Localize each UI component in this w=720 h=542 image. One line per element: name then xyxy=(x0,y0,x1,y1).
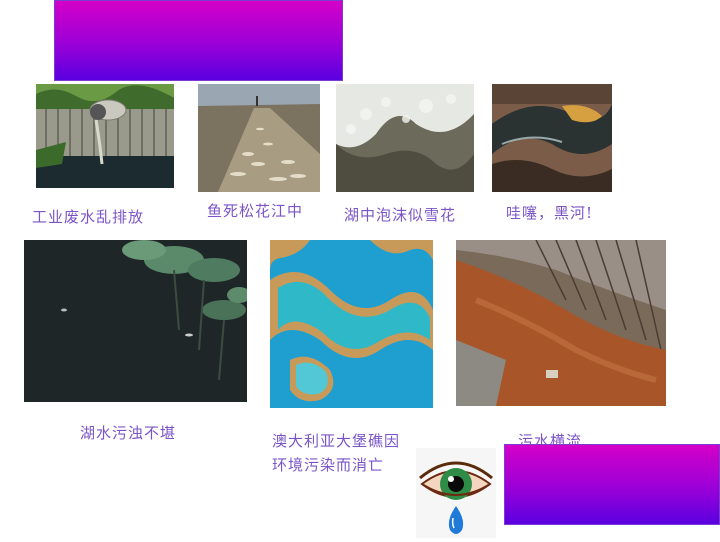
caption-lake-foam: 湖中泡沫似雪花 xyxy=(344,206,457,224)
overlay-purple-box xyxy=(504,444,720,525)
title-banner xyxy=(54,0,343,81)
photo-great-barrier-reef xyxy=(270,240,433,408)
caption-black-river: 哇噻，黑河! xyxy=(506,204,594,222)
photo-lake-foam xyxy=(336,84,474,192)
crying-eye-icon xyxy=(416,448,496,538)
caption-reef-line1: 澳大利亚大堡礁因 xyxy=(272,432,401,450)
caption-dead-fish: 鱼死松花江中 xyxy=(207,202,304,220)
photo-murky-lake xyxy=(24,240,247,402)
photo-black-river xyxy=(492,84,612,192)
caption-industrial-waste: 工业废水乱排放 xyxy=(32,208,145,226)
caption-murky-lake: 湖水污浊不堪 xyxy=(80,424,177,442)
photo-sewage-ditch xyxy=(456,240,666,406)
photo-industrial-wastewater xyxy=(36,84,174,188)
caption-reef-line2: 环境污染而消亡 xyxy=(272,456,385,474)
photo-dead-fish-beach xyxy=(198,84,320,192)
